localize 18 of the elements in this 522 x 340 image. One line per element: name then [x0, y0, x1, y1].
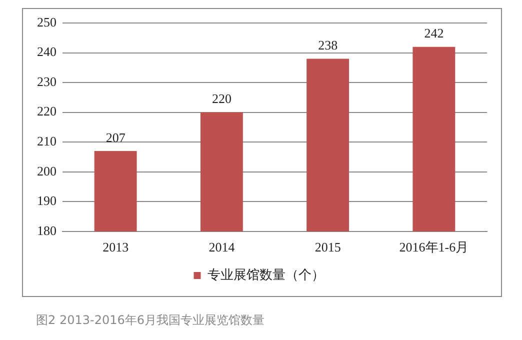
y-tick-label: 250 [37, 14, 56, 30]
data-label: 220 [212, 91, 232, 106]
legend-label: 专业展馆数量（个） [207, 268, 324, 283]
x-tick-label: 2016年1-6月 [399, 240, 469, 255]
y-tick-label: 230 [37, 74, 56, 89]
y-tick-label: 220 [37, 104, 56, 119]
data-label: 207 [106, 130, 126, 145]
data-label: 242 [424, 26, 444, 41]
x-tick-label: 2013 [102, 240, 129, 255]
caption: 图2 2013-2016年6月我国专业展览馆数量 [36, 312, 264, 329]
x-tick-label: 2015 [314, 240, 341, 255]
x-tick-label: 2014 [208, 240, 236, 255]
data-label: 238 [318, 38, 338, 53]
y-tick-label: 190 [37, 193, 56, 208]
y-tick-label: 200 [37, 163, 56, 178]
y-tick-label: 240 [37, 44, 56, 60]
y-tick-label: 210 [37, 134, 56, 149]
y-tick-label: 180 [37, 222, 56, 238]
